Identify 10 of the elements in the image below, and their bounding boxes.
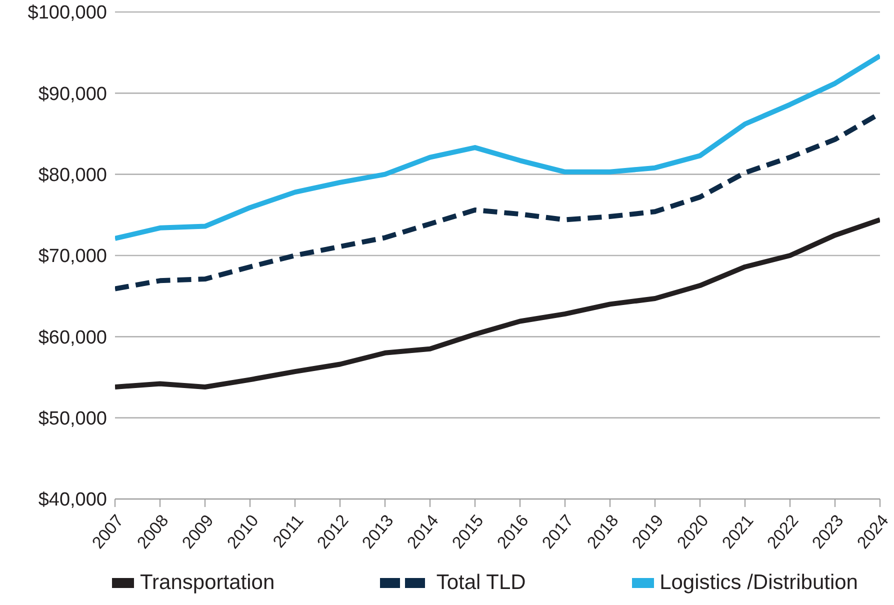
y-tick-label: $100,000 xyxy=(28,2,107,24)
y-tick-label: $90,000 xyxy=(38,84,107,105)
y-tick-label: $60,000 xyxy=(38,327,107,348)
y-tick-label: $50,000 xyxy=(38,408,107,430)
y-tick-label: $80,000 xyxy=(38,165,107,186)
legend-label: Transportation xyxy=(140,571,275,595)
legend-label: Total TLD xyxy=(436,571,526,595)
legend-label: Logistics /Distribution xyxy=(660,571,858,595)
y-tick-label: $70,000 xyxy=(38,246,107,268)
y-tick-label: $40,000 xyxy=(38,490,107,511)
